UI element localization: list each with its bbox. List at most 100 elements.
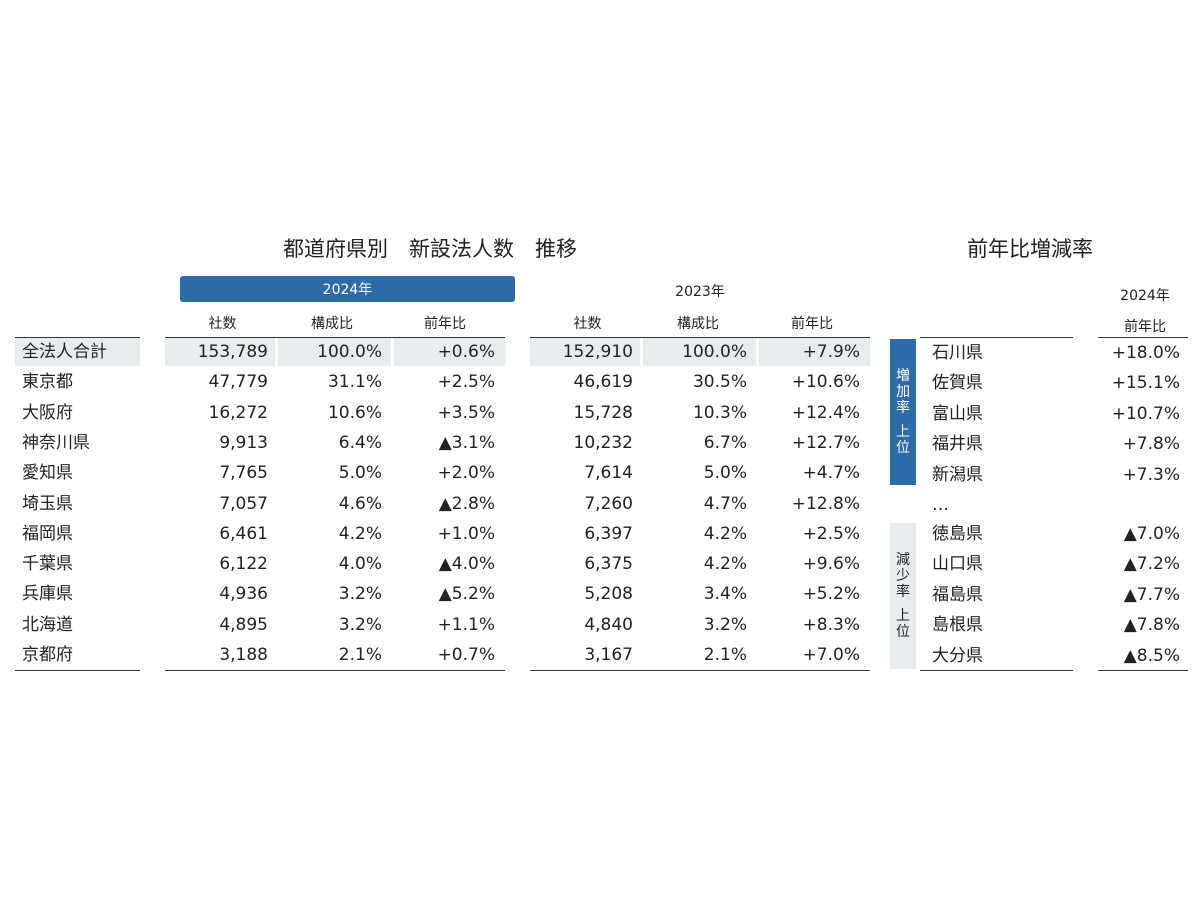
ratio-2023: 100.0%: [682, 342, 747, 362]
decrease-prefecture: 島根県: [932, 615, 983, 636]
increase-prefecture: 富山県: [932, 403, 983, 424]
count-2024: 47,779: [208, 372, 268, 393]
yoy-2023: +5.2%: [802, 584, 860, 605]
decrease-row: 山口県 ▲7.2%: [0, 550, 1200, 580]
prefecture-name: 神奈川県: [22, 432, 90, 453]
yoy-2024: ▲2.8%: [438, 493, 495, 514]
col-header-ratio-2023: 構成比: [677, 316, 719, 332]
ratio-2024: 5.0%: [338, 463, 382, 484]
prefecture-name: 大阪府: [22, 402, 73, 423]
vertical-label-char: 率: [896, 584, 910, 600]
table-row: 兵庫県 4,936 3.2% ▲5.2% 5,208 3.4% +5.2%: [0, 580, 880, 610]
increase-row: 石川県 +18.0%: [0, 339, 1200, 369]
left-title: 都道府県別 新設法人数 推移: [283, 237, 577, 261]
yoy-2024: ▲3.1%: [438, 432, 495, 453]
yoy-2023: +9.6%: [802, 554, 860, 575]
decrease-prefecture: 徳島県: [932, 524, 983, 544]
col-header-count-2024: 社数: [208, 316, 237, 332]
prefecture-name: 福岡県: [22, 523, 73, 544]
table-row: 神奈川県 9,913 6.4% ▲3.1% 10,232 6.7% +12.7%: [0, 429, 880, 459]
increase-row: 福井県 +7.8%: [0, 430, 1200, 460]
increase-prefecture: 佐賀県: [932, 373, 983, 394]
decrease-value: ▲7.2%: [1123, 554, 1180, 575]
increase-row: 新潟県 +7.3%: [0, 461, 1200, 491]
increase-top-label: 増加率上位: [890, 339, 916, 485]
vertical-label-char: 上: [896, 424, 910, 440]
ratio-2024: 10.6%: [327, 402, 382, 423]
year-2023-header: 2023年: [675, 284, 725, 300]
yoy-2024: ▲5.2%: [438, 584, 495, 605]
prefecture-name: 全法人合計: [22, 342, 107, 362]
yoy-2024: +3.5%: [437, 402, 495, 423]
vertical-label-char: 位: [896, 624, 910, 640]
total-row-separator: [391, 338, 394, 366]
count-2023: 15,728: [573, 402, 633, 423]
increase-value: +7.3%: [1122, 464, 1180, 485]
vertical-label-char: 少: [896, 568, 910, 584]
prefecture-name: 東京都: [22, 372, 73, 393]
ratio-2023: 2.1%: [703, 645, 747, 665]
count-2024: 4,895: [219, 614, 268, 635]
increase-row: 富山県 +10.7%: [0, 400, 1200, 430]
ratio-2024: 4.0%: [338, 554, 382, 575]
yoy-2024: ▲4.0%: [438, 554, 495, 575]
decrease-prefecture: 山口県: [932, 554, 983, 575]
table-row: 愛知県 7,765 5.0% +2.0% 7,614 5.0% +4.7%: [0, 459, 880, 489]
col-header-yoy-2023: 前年比: [791, 316, 833, 332]
ratio-2023: 5.0%: [703, 463, 747, 484]
ratio-2024: 3.2%: [338, 584, 382, 605]
decrease-prefecture: 大分県: [932, 645, 983, 666]
ratio-2023: 10.3%: [692, 402, 747, 423]
decrease-row: 大分県 ▲8.5%: [0, 642, 1200, 672]
vertical-label-char: 加: [896, 384, 910, 400]
table-row: 千葉県 6,122 4.0% ▲4.0% 6,375 4.2% +9.6%: [0, 550, 880, 580]
count-2024: 4,936: [219, 584, 268, 605]
vertical-label-char: 減: [896, 552, 910, 568]
total-row-separator: [640, 338, 643, 366]
increase-value: +10.7%: [1111, 403, 1180, 424]
ratio-2024: 3.2%: [338, 614, 382, 635]
count-2024: 6,122: [219, 554, 268, 575]
rate-ellipsis: …: [932, 495, 949, 515]
col-header-ratio-2024: 構成比: [311, 316, 353, 332]
ratio-2024: 4.6%: [338, 493, 382, 514]
table-row: 北海道 4,895 3.2% +1.1% 4,840 3.2% +8.3%: [0, 611, 880, 641]
count-2023: 3,167: [584, 645, 633, 665]
ratio-2023: 3.2%: [703, 614, 747, 635]
table-row: 埼玉県 7,057 4.6% ▲2.8% 7,260 4.7% +12.8%: [0, 490, 880, 520]
prefecture-name: 愛知県: [22, 463, 73, 484]
increase-prefecture: 石川県: [932, 343, 983, 363]
total-row-shade: [165, 338, 505, 366]
vertical-label-char: 率: [896, 400, 910, 416]
vertical-label-char: 増: [896, 368, 910, 384]
yoy-2023: +2.5%: [802, 523, 860, 544]
yoy-2023: +8.3%: [802, 614, 860, 635]
count-2023: 7,260: [584, 493, 633, 514]
total-row-shade: [530, 338, 870, 366]
count-2024: 9,913: [219, 432, 268, 453]
right-title: 前年比増減率: [967, 237, 1093, 261]
rate-year-header: 2024年: [1120, 288, 1170, 304]
yoy-2023: +7.0%: [802, 645, 860, 665]
table-row: 東京都 47,779 31.1% +2.5% 46,619 30.5% +10.6%: [0, 368, 880, 398]
yoy-2024: +1.0%: [437, 523, 495, 544]
vertical-label-char: 位: [896, 440, 910, 456]
ratio-2023: 4.2%: [703, 554, 747, 575]
count-2023: 10,232: [573, 432, 633, 453]
decrease-row: 島根県 ▲7.8%: [0, 611, 1200, 641]
ratio-2023: 30.5%: [692, 372, 747, 393]
count-2024: 7,057: [219, 493, 268, 514]
table-row-total: 全法人合計 153,789 100.0% +0.6% 152,910 100.0% +7.9…: [0, 338, 880, 368]
total-row-separator: [756, 338, 759, 366]
col-header-count-2023: 社数: [573, 316, 602, 332]
ratio-2023: 3.4%: [703, 584, 747, 605]
decrease-value: ▲7.7%: [1123, 584, 1180, 605]
count-2024: 153,789: [197, 342, 268, 362]
rate-col-header: 前年比: [1124, 319, 1166, 335]
yoy-2024: +0.7%: [437, 645, 495, 665]
prefecture-name: 埼玉県: [22, 493, 73, 514]
prefecture-table: 全法人合計 153,789 100.0% +0.6% 152,910 100.0% +7.9…: [0, 337, 880, 677]
rate-table: 増加率上位 減少率上位 石川県 +18.0% 佐賀県 +15.1% 富山県 +10.7% 福…: [0, 337, 1200, 677]
ratio-2024: 6.4%: [338, 432, 382, 453]
count-2023: 152,910: [562, 342, 633, 362]
